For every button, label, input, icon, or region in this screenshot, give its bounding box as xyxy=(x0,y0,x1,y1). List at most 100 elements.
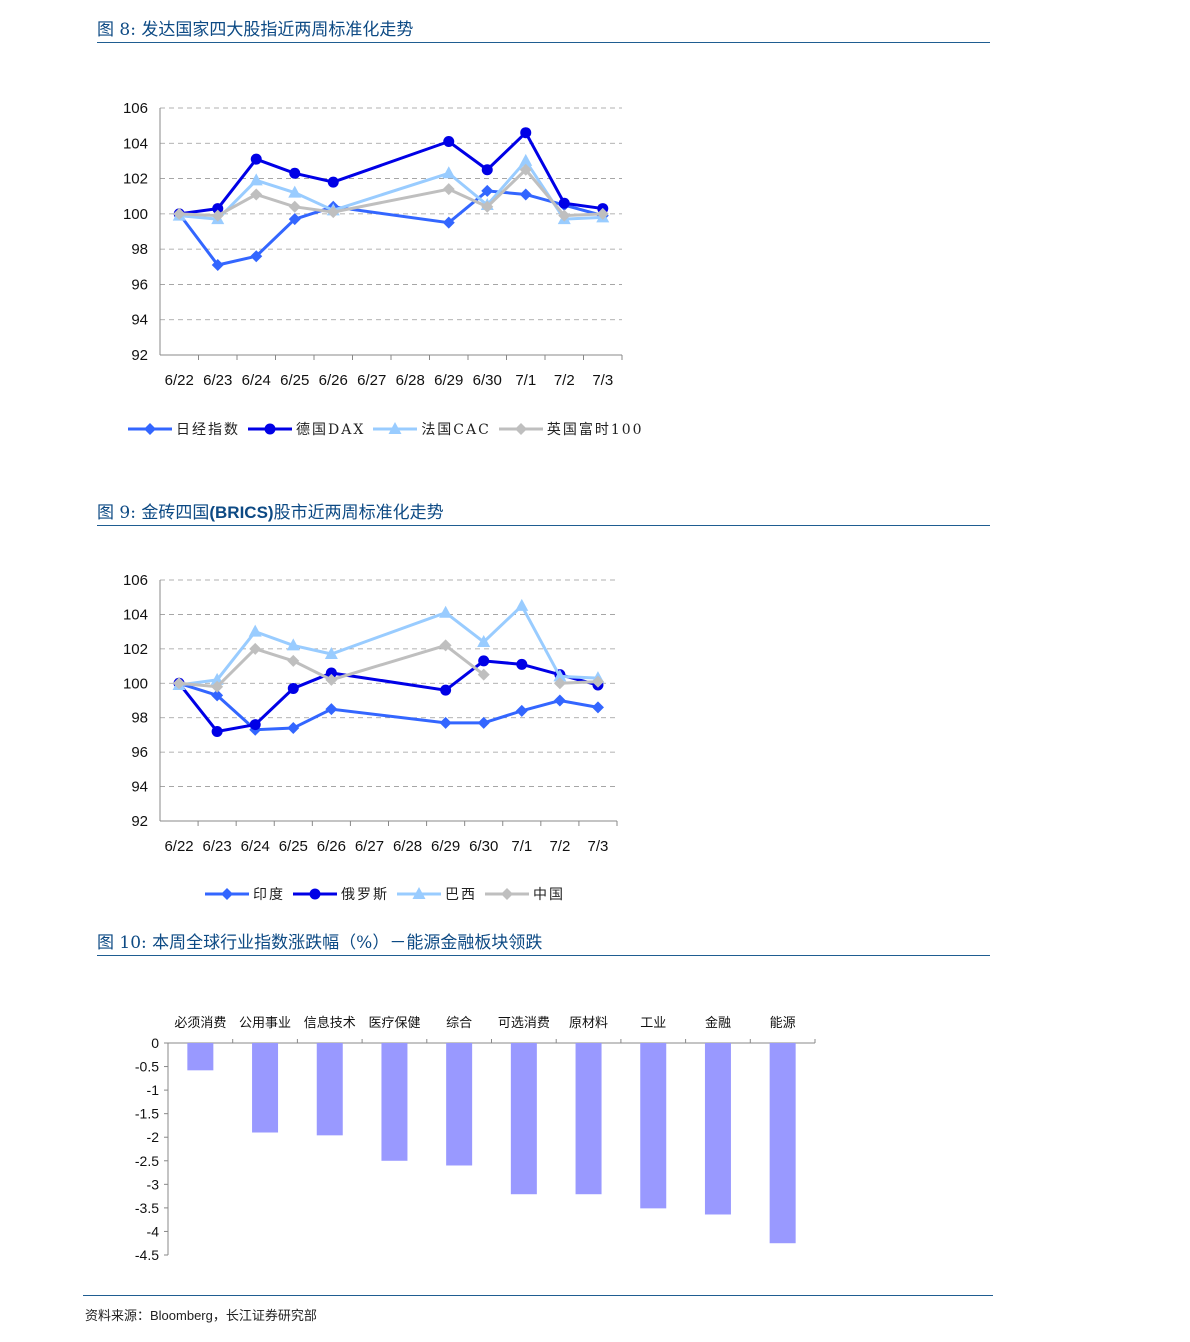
y-tick-label: 100 xyxy=(123,675,148,692)
legend-item: 中国 xyxy=(485,884,565,904)
bar xyxy=(252,1043,279,1133)
data-point xyxy=(211,689,224,702)
data-point xyxy=(439,716,452,729)
data-point xyxy=(286,638,300,651)
series-line xyxy=(178,603,599,687)
data-point xyxy=(477,634,491,647)
legend-label: 法国CAC xyxy=(421,422,491,438)
legend-marker xyxy=(221,888,233,900)
figure-8-text: 发达国家四大股指近两周标准化走势 xyxy=(141,20,414,40)
series-line xyxy=(179,130,603,216)
data-point xyxy=(442,216,455,229)
x-tick-label: 7/3 xyxy=(592,372,613,389)
data-point xyxy=(287,722,300,735)
bar xyxy=(446,1043,473,1166)
y-tick-label: 100 xyxy=(123,206,148,223)
x-tick-label: 6/25 xyxy=(279,838,308,855)
data-point xyxy=(249,719,261,731)
figure-9-text-c: 股市近两周标准化走势 xyxy=(273,503,444,523)
x-tick-label: 7/1 xyxy=(515,372,536,389)
y-tick-label: 102 xyxy=(123,641,148,658)
x-tick-label: 必须消费 xyxy=(174,1015,226,1030)
legend-item: 俄罗斯 xyxy=(293,884,389,904)
x-tick-label: 6/28 xyxy=(396,372,425,389)
data-point xyxy=(325,667,337,679)
y-tick-label: -2.5 xyxy=(135,1153,159,1169)
legend-label: 俄罗斯 xyxy=(341,887,389,903)
data-point xyxy=(519,188,532,201)
data-point xyxy=(591,701,604,714)
data-point xyxy=(515,598,529,611)
legend-swatch xyxy=(373,422,418,434)
y-tick-label: 96 xyxy=(131,276,148,293)
bar xyxy=(381,1043,408,1161)
legend-swatch xyxy=(248,423,292,435)
data-point xyxy=(519,163,532,176)
series-line xyxy=(178,681,599,732)
data-point xyxy=(481,184,494,197)
y-tick-label: 96 xyxy=(131,744,148,761)
data-point xyxy=(211,209,224,222)
data-point xyxy=(591,675,604,688)
bar xyxy=(316,1043,343,1136)
x-tick-label: 6/22 xyxy=(164,838,193,855)
series-line xyxy=(179,158,603,221)
legend-swatch xyxy=(485,888,529,900)
x-tick-label: 综合 xyxy=(446,1015,472,1030)
legend-label: 英国富时100 xyxy=(546,422,644,438)
data-point xyxy=(212,203,224,215)
bar xyxy=(769,1043,796,1244)
data-point xyxy=(442,166,456,179)
figure-9-title: 图 9: 金砖四国(BRICS)股市近两周标准化走势 xyxy=(97,502,990,526)
x-tick-label: 6/25 xyxy=(280,372,309,389)
y-tick-label: 92 xyxy=(131,347,148,364)
x-tick-label: 6/26 xyxy=(317,838,346,855)
data-point xyxy=(519,153,533,166)
data-point xyxy=(173,677,186,690)
figure-10-title: 图 10: 本周全球行业指数涨跌幅（%）－能源金融板块领跌 xyxy=(97,932,990,956)
legend-label: 德国DAX xyxy=(296,422,366,438)
series-3 xyxy=(173,639,604,693)
data-point xyxy=(327,176,339,188)
data-point xyxy=(439,605,453,618)
data-point xyxy=(558,209,571,222)
x-tick-label: 6/30 xyxy=(469,838,498,855)
x-tick-label: 6/29 xyxy=(431,838,460,855)
legend-item: 印度 xyxy=(205,884,285,904)
y-tick-label: -1.5 xyxy=(135,1106,159,1122)
bar xyxy=(704,1043,731,1215)
data-point xyxy=(288,200,301,213)
data-point xyxy=(249,642,262,655)
legend-label: 日经指数 xyxy=(176,422,240,438)
x-tick-label: 6/29 xyxy=(434,372,463,389)
legend-marker xyxy=(144,423,156,435)
legend-swatch xyxy=(128,423,172,435)
data-point xyxy=(553,669,567,682)
y-tick-label: 106 xyxy=(123,572,148,589)
x-tick-label: 可选消费 xyxy=(498,1015,550,1030)
x-tick-label: 6/30 xyxy=(473,372,502,389)
x-tick-label: 7/1 xyxy=(511,838,532,855)
series-3 xyxy=(173,163,609,222)
y-tick-label: -4 xyxy=(147,1223,160,1239)
legend-item: 德国DAX xyxy=(248,419,365,439)
data-point xyxy=(173,207,186,220)
x-tick-label: 6/22 xyxy=(165,372,194,389)
x-tick-label: 公用事业 xyxy=(239,1015,291,1030)
data-point xyxy=(249,173,263,186)
x-tick-label: 医疗保健 xyxy=(368,1015,420,1030)
figure-10-number: 图 10: xyxy=(97,933,147,953)
x-tick-label: 金融 xyxy=(705,1015,731,1030)
y-tick-label: 94 xyxy=(131,312,148,329)
x-tick-label: 6/26 xyxy=(319,372,348,389)
chart-2-legend: 印度 俄罗斯 巴西 中国 xyxy=(205,884,565,904)
chart-sector-returns: 0 -0.5 -1 -1.5 -2 -2.5 -3 -3.5 -4 -4.5 必须消费 公用事业 信息技… xyxy=(135,1015,816,1263)
data-point xyxy=(325,703,338,716)
data-point xyxy=(325,673,338,686)
series-line xyxy=(178,189,604,267)
x-tick-label: 6/24 xyxy=(241,838,270,855)
data-point xyxy=(211,680,224,693)
figure-9-text-a: 金砖四国 xyxy=(141,503,210,523)
data-point xyxy=(439,639,452,652)
x-tick-label: 6/24 xyxy=(242,372,271,389)
